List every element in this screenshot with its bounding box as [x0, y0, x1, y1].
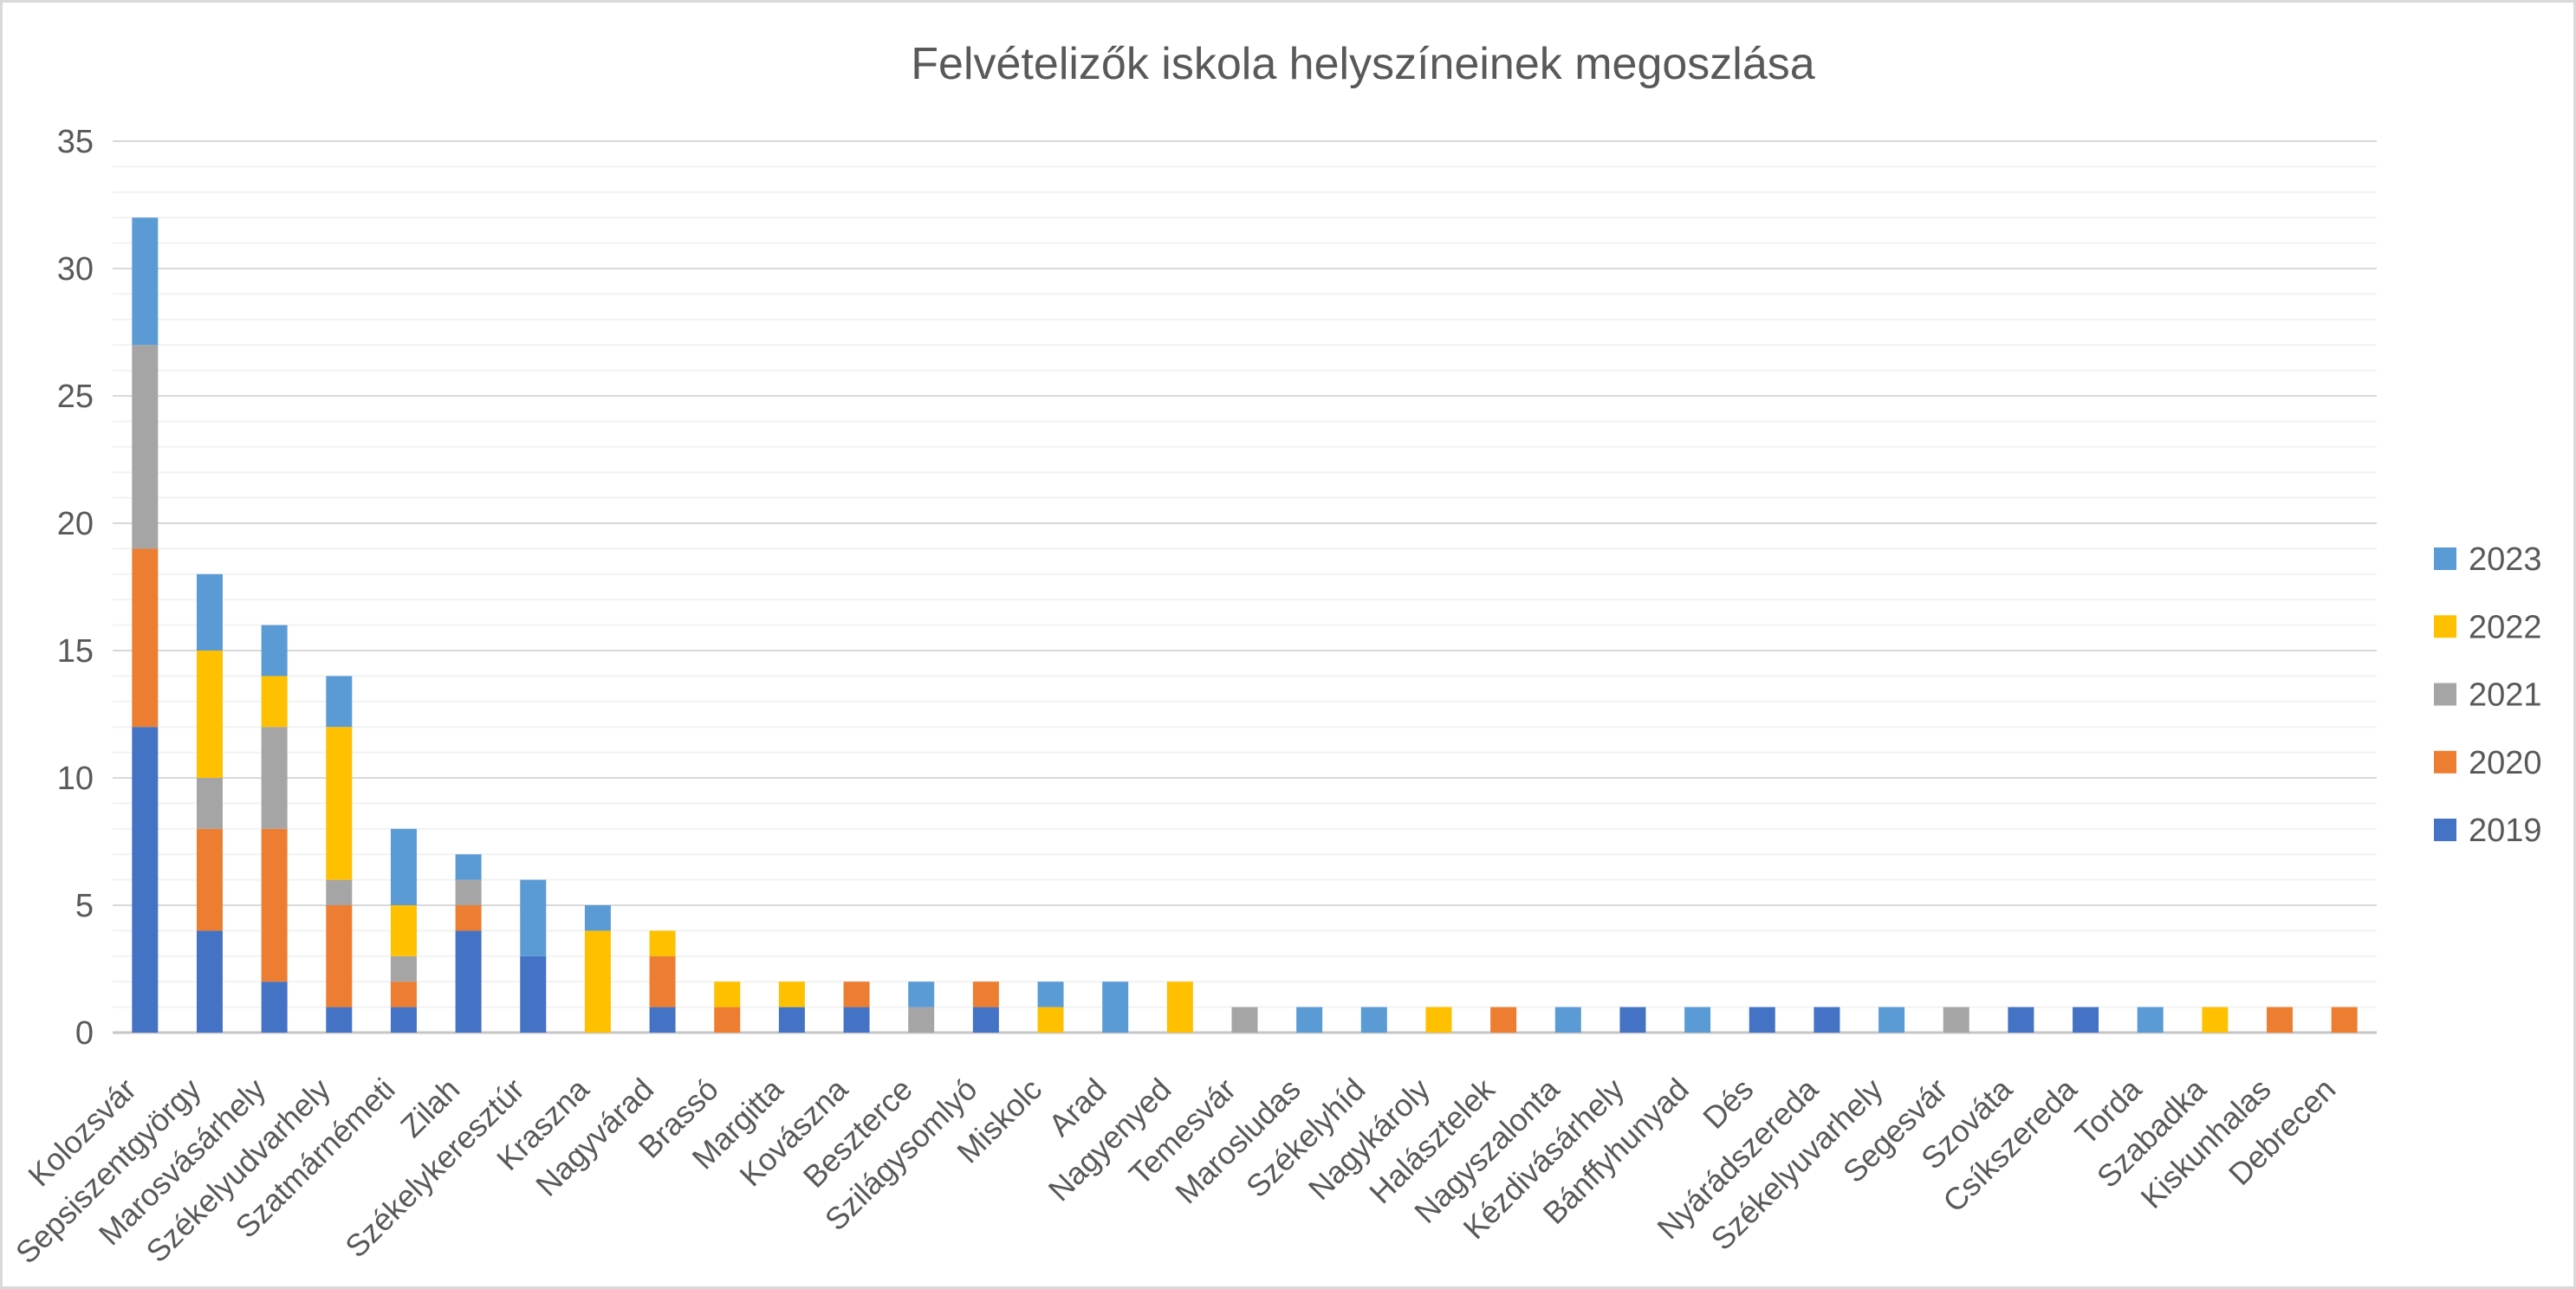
bar-segment-Zilah-2021 — [455, 879, 482, 905]
bar-segment-Kovászna-2019 — [843, 1007, 870, 1033]
y-axis-label: 30 — [57, 251, 94, 288]
bar-segment-Kraszna-2022 — [584, 930, 611, 1033]
bar-segment-Székelyudvarhely-2019 — [326, 1007, 353, 1033]
bar-segment-Zilah-2023 — [455, 854, 482, 880]
bar-segment-Szatmárnémeti-2023 — [390, 828, 417, 905]
bar-segment-Szatmárnémeti-2020 — [390, 981, 417, 1007]
bar-segment-Marosvásárhely-2022 — [261, 676, 288, 728]
bar-segment-Marosvásárhely-2020 — [261, 828, 288, 982]
bar-segment-Sepsiszentgyörgy-2019 — [196, 930, 223, 1033]
bar-segment-Miskolc-2023 — [1037, 981, 1064, 1007]
bar-segment-Csíkszereda-2019 — [2073, 1007, 2099, 1033]
bar-segment-Marosvásárhely-2019 — [261, 981, 288, 1033]
bar-segment-Sepsiszentgyörgy-2023 — [196, 573, 223, 651]
bar-segment-Szilágysomlyó-2019 — [972, 1007, 999, 1033]
y-axis-labels: 0 5 10 15 20 25 30 35 — [57, 124, 94, 1052]
chart-title: Felvételizők iskola helyszíneinek megosz… — [911, 39, 1814, 89]
y-axis-label: 20 — [57, 506, 94, 542]
bar-segment-Marosvásárhely-2023 — [261, 625, 288, 677]
bar-segment-Nagyszalonta-2023 — [1554, 1007, 1581, 1033]
stacked-bar-chart: 0 5 10 15 20 25 30 35 KolozsvárSepsiszentgyörgy… — [9, 39, 2542, 1271]
bar-segment-Szováta-2019 — [2008, 1007, 2034, 1033]
bar-segment-Beszterce-2021 — [908, 1007, 935, 1033]
bar-segment-Arad-2023 — [1102, 981, 1129, 1033]
legend-color-swatch — [2434, 547, 2456, 570]
y-axis-label: 0 — [75, 1015, 94, 1052]
bar-segment-Nagyvárad-2020 — [649, 955, 676, 1007]
y-axis-label: 10 — [57, 761, 94, 797]
bar-segment-Szatmárnémeti-2022 — [390, 905, 417, 956]
bar-segment-Székelyudvarhely-2023 — [326, 676, 353, 728]
legend-item-label: 2019 — [2469, 813, 2542, 849]
bar-segment-Székelykeresztúr-2019 — [520, 955, 547, 1033]
bar-segment-Kolozsvár-2020 — [132, 548, 159, 728]
gridlines — [113, 140, 2377, 1034]
bar-segment-Margitta-2019 — [778, 1007, 805, 1033]
bar-segment-Bánffyhunyad-2023 — [1684, 1007, 1711, 1033]
bars — [132, 217, 2358, 1033]
bar-segment-Kézdivásárhely-2019 — [1619, 1007, 1646, 1033]
legend-color-swatch — [2434, 819, 2456, 841]
bar-segment-Marosvásárhely-2021 — [261, 727, 288, 829]
legend-item-label: 2020 — [2469, 745, 2542, 781]
bar-segment-Dés-2019 — [1749, 1007, 1775, 1033]
bar-segment-Margitta-2022 — [778, 981, 805, 1007]
bar-segment-Nagyvárad-2022 — [649, 930, 676, 956]
y-axis-label: 15 — [57, 633, 94, 670]
bar-segment-Szabadka-2022 — [2202, 1007, 2229, 1033]
bar-segment-Szilágysomlyó-2020 — [972, 981, 999, 1007]
bar-segment-Segesvár-2021 — [1943, 1007, 1969, 1033]
bar-segment-Brassó-2020 — [714, 1007, 741, 1033]
bar-segment-Temesvár-2021 — [1231, 1007, 1258, 1033]
y-axis-label: 35 — [57, 124, 94, 160]
bar-segment-Miskolc-2022 — [1037, 1007, 1064, 1033]
bar-segment-Nagyvárad-2019 — [649, 1007, 676, 1033]
x-axis-labels: KolozsvárSepsiszentgyörgyMarosvásárhelyS… — [9, 1071, 2343, 1271]
bar-segment-Nagyenyed-2022 — [1166, 981, 1193, 1033]
bar-segment-Marosludas-2023 — [1296, 1007, 1323, 1033]
bar-segment-Székelykeresztúr-2023 — [520, 879, 547, 956]
bar-segment-Székelyudvarhely-2020 — [326, 905, 353, 1007]
bar-segment-Székelyudvarhely-2021 — [326, 879, 353, 905]
legend-item-label: 2022 — [2469, 609, 2542, 645]
bar-segment-Székelyudvarhely-2022 — [326, 727, 353, 880]
bar-segment-Beszterce-2023 — [908, 981, 935, 1007]
bar-segment-Halásztelek-2020 — [1490, 1007, 1517, 1033]
bar-segment-Brassó-2022 — [714, 981, 741, 1007]
legend-item-label: 2023 — [2469, 541, 2542, 578]
bar-segment-Nyárádszereda-2019 — [1814, 1007, 1840, 1033]
bar-segment-Kolozsvár-2023 — [132, 217, 159, 346]
y-axis-label: 25 — [57, 379, 94, 415]
legend-color-swatch — [2434, 683, 2456, 706]
bar-segment-Sepsiszentgyörgy-2021 — [196, 778, 223, 829]
legend-item-label: 2021 — [2469, 677, 2542, 714]
bar-segment-Zilah-2020 — [455, 905, 482, 931]
bar-segment-Torda-2023 — [2137, 1007, 2164, 1033]
bar-segment-Szatmárnémeti-2019 — [390, 1007, 417, 1033]
bar-segment-Kolozsvár-2019 — [132, 727, 159, 1033]
legend-color-swatch — [2434, 750, 2456, 774]
legend-color-swatch — [2434, 615, 2456, 638]
bar-segment-Zilah-2019 — [455, 930, 482, 1033]
bar-segment-Székelyuvarhely-2023 — [1878, 1007, 1905, 1033]
bar-segment-Kiskunhalas-2020 — [2267, 1007, 2294, 1033]
bar-segment-Debrecen-2020 — [2331, 1007, 2358, 1033]
bar-segment-Kraszna-2023 — [584, 905, 611, 931]
bar-segment-Szatmárnémeti-2021 — [390, 955, 417, 982]
y-axis-label: 5 — [75, 888, 94, 924]
bar-segment-Székelyhíd-2023 — [1360, 1007, 1387, 1033]
bar-segment-Kolozsvár-2021 — [132, 345, 159, 549]
bar-segment-Nagykároly-2022 — [1425, 1007, 1452, 1033]
legend: 2023 2022 2021 2020 2019 — [2434, 541, 2542, 849]
bar-segment-Sepsiszentgyörgy-2022 — [196, 651, 223, 778]
bar-segment-Kovászna-2020 — [843, 981, 870, 1007]
bar-segment-Sepsiszentgyörgy-2020 — [196, 828, 223, 931]
